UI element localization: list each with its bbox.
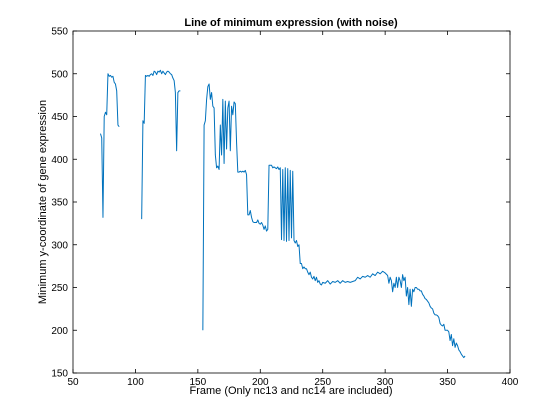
x-tick-label: 200 <box>252 377 269 388</box>
x-tick-label: 100 <box>127 377 144 388</box>
x-tick-label: 300 <box>377 377 394 388</box>
y-axis-label: Minimum y-coordinate of gene expression <box>37 100 49 304</box>
y-tick-label: 200 <box>51 326 68 337</box>
y-tick-label: 450 <box>51 112 68 123</box>
x-tick-label: 50 <box>67 377 79 388</box>
x-tick-label: 250 <box>314 377 331 388</box>
y-tick-label: 250 <box>51 283 68 294</box>
x-tick-label: 150 <box>190 377 207 388</box>
plot-area <box>72 30 511 374</box>
series-line <box>99 69 466 359</box>
y-axis: 150 200 250 300 350 400 450 500 550 <box>51 27 510 380</box>
y-tick-label: 300 <box>51 240 68 251</box>
x-axis: 50 100 150 200 250 300 350 400 <box>67 31 519 388</box>
x-axis-label: Frame (Only nc13 and nc14 are included) <box>190 385 393 397</box>
series-line-segment <box>202 83 466 359</box>
y-tick-label: 500 <box>51 69 68 80</box>
y-tick-label: 400 <box>51 155 68 166</box>
y-tick-label: 550 <box>51 27 68 38</box>
y-tick-label: 150 <box>51 369 68 380</box>
series-line-segment <box>141 69 181 220</box>
y-tick-label: 350 <box>51 198 68 209</box>
x-tick-label: 350 <box>439 377 456 388</box>
chart-title: Line of minimum expression (with noise) <box>184 17 398 29</box>
x-tick-label: 400 <box>502 377 519 388</box>
series-line-segment <box>99 73 120 218</box>
